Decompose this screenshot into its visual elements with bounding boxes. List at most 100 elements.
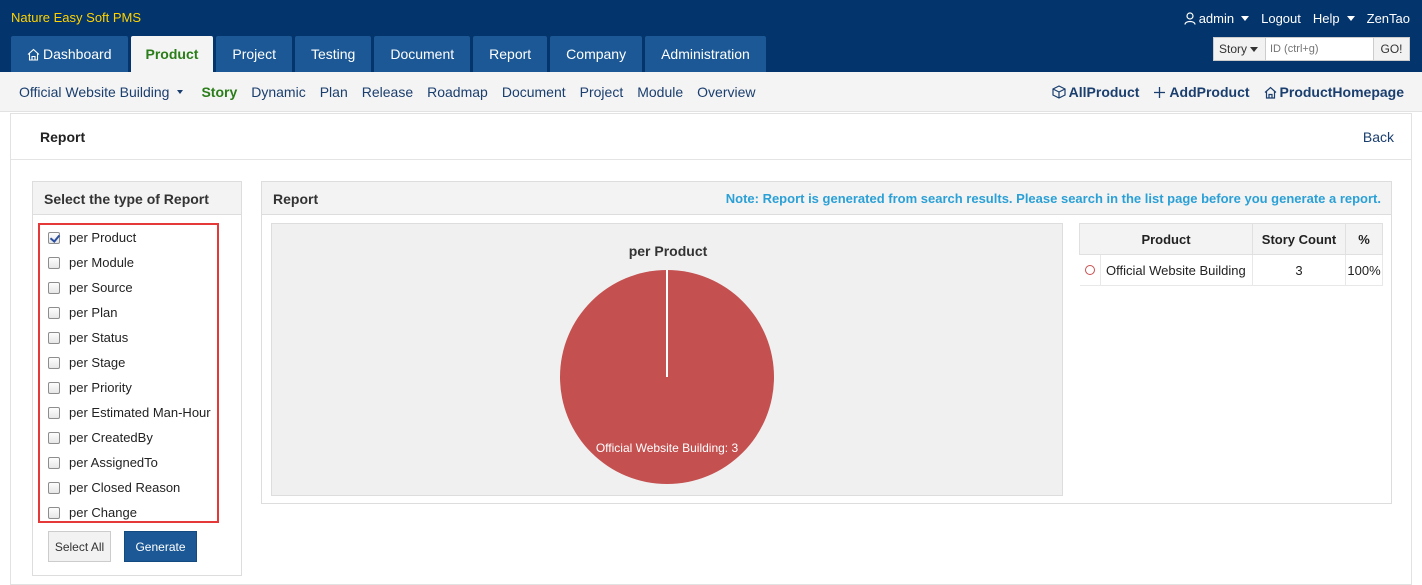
page-title: Report xyxy=(40,129,86,145)
top-header: Nature Easy Soft PMS admin Logout Help Z… xyxy=(0,0,1422,72)
subnav-module[interactable]: Module xyxy=(637,84,684,100)
tab-report[interactable]: Report xyxy=(473,36,548,72)
search-input[interactable] xyxy=(1266,37,1374,61)
search-go-button[interactable]: GO! xyxy=(1374,37,1410,61)
brand-link[interactable]: ZenTao xyxy=(1366,11,1410,26)
checkbox[interactable] xyxy=(48,356,60,369)
product-switcher-label: Official Website Building xyxy=(19,84,170,100)
app-title: Nature Easy Soft PMS xyxy=(11,10,142,25)
product-cell: Official Website Building xyxy=(1100,254,1253,286)
subnav-release[interactable]: Release xyxy=(361,84,414,100)
add-product-label: AddProduct xyxy=(1169,84,1250,100)
product-switcher[interactable]: Official Website Building xyxy=(19,84,184,100)
report-type-option[interactable]: per Change xyxy=(40,500,217,525)
checkbox[interactable] xyxy=(48,431,60,444)
report-type-heading: Select the type of Report xyxy=(33,182,241,215)
report-type-option[interactable]: per Source xyxy=(40,275,217,300)
subnav-links: Official Website Building Story Dynamic … xyxy=(19,84,770,100)
report-type-option[interactable]: per Stage xyxy=(40,350,217,375)
report-type-option[interactable]: per Product xyxy=(40,225,217,250)
report-type-option[interactable]: per Plan xyxy=(40,300,217,325)
generate-button[interactable]: Generate xyxy=(124,531,197,562)
subnav-document[interactable]: Document xyxy=(501,84,566,100)
option-label: per Stage xyxy=(69,355,126,370)
logout-link[interactable]: Logout xyxy=(1261,11,1301,26)
user-menu[interactable]: admin xyxy=(1184,11,1250,26)
report-type-option[interactable]: per Priority xyxy=(40,375,217,400)
report-type-option[interactable]: per CreatedBy xyxy=(40,425,217,450)
report-data-table: Product Story Count % Official Website B… xyxy=(1079,223,1383,286)
option-label: per CreatedBy xyxy=(69,430,153,445)
checkbox[interactable] xyxy=(48,256,60,269)
chevron-down-icon xyxy=(1250,46,1259,52)
report-type-option[interactable]: per Estimated Man-Hour xyxy=(40,400,217,425)
pie-chart-canvas: Official Website Building: 3 xyxy=(560,270,774,484)
subnav-dynamic[interactable]: Dynamic xyxy=(251,84,306,100)
tab-company[interactable]: Company xyxy=(550,36,643,72)
report-type-option[interactable]: per Status xyxy=(40,325,217,350)
checkbox[interactable] xyxy=(48,331,60,344)
tab-product[interactable]: Product xyxy=(130,36,214,72)
home-icon xyxy=(27,48,40,61)
option-label: per Priority xyxy=(69,380,132,395)
product-homepage-link[interactable]: ProductHomepage xyxy=(1264,84,1404,100)
checkbox[interactable] xyxy=(48,506,60,519)
table-header-row: Product Story Count % xyxy=(1079,223,1383,255)
subnav-plan[interactable]: Plan xyxy=(319,84,348,100)
tab-document[interactable]: Document xyxy=(374,36,471,72)
back-link[interactable]: Back xyxy=(1362,129,1394,145)
subnav-overview[interactable]: Overview xyxy=(697,84,756,100)
help-label: Help xyxy=(1312,11,1340,26)
table-row: Official Website Building 3 100% xyxy=(1079,254,1383,286)
tab-dashboard[interactable]: Dashboard xyxy=(11,36,128,72)
user-menu-bar: admin Logout Help ZenTao xyxy=(1184,11,1410,26)
pie-slice-label: Official Website Building: 3 xyxy=(596,441,739,455)
chevron-down-icon xyxy=(1346,16,1355,21)
help-menu[interactable]: Help xyxy=(1313,11,1355,26)
option-label: per Plan xyxy=(69,305,118,320)
report-type-option[interactable]: per Module xyxy=(40,250,217,275)
report-output-header: Report Note: Report is generated from se… xyxy=(262,182,1391,215)
report-type-panel: Select the type of Report per Product pe… xyxy=(32,181,242,576)
add-product-link[interactable]: AddProduct xyxy=(1153,84,1250,100)
product-homepage-label: ProductHomepage xyxy=(1279,84,1404,100)
tab-project[interactable]: Project xyxy=(216,36,292,72)
subnav-story[interactable]: Story xyxy=(201,84,238,100)
option-label: per Closed Reason xyxy=(69,480,181,495)
subnav-project[interactable]: Project xyxy=(579,84,624,100)
legend-cell xyxy=(1079,254,1101,286)
report-note: Note: Report is generated from search re… xyxy=(725,191,1381,206)
quick-search: Story GO! xyxy=(1213,37,1410,61)
checkbox[interactable] xyxy=(48,456,60,469)
option-label: per Status xyxy=(69,330,129,345)
checkbox[interactable] xyxy=(48,406,60,419)
tab-label: Dashboard xyxy=(43,46,112,62)
option-label: per Estimated Man-Hour xyxy=(69,405,211,420)
chart-title: per Product xyxy=(628,243,708,259)
all-product-link[interactable]: AllProduct xyxy=(1052,84,1139,100)
tab-testing[interactable]: Testing xyxy=(294,36,372,72)
option-label: per Product xyxy=(69,230,137,245)
select-all-button[interactable]: Select All xyxy=(48,531,111,562)
checkbox[interactable] xyxy=(48,306,60,319)
subnav-roadmap[interactable]: Roadmap xyxy=(427,84,488,100)
product-actions: AllProduct AddProduct ProductHomepage xyxy=(1052,84,1404,100)
column-header-percent: % xyxy=(1345,223,1383,255)
search-type-select[interactable]: Story xyxy=(1213,37,1266,61)
report-type-option[interactable]: per AssignedTo xyxy=(40,450,217,475)
checkbox[interactable] xyxy=(48,381,60,394)
plus-icon xyxy=(1154,86,1166,98)
tab-administration[interactable]: Administration xyxy=(645,36,766,72)
legend-dot-icon xyxy=(1084,264,1095,275)
story-count-cell: 3 xyxy=(1252,254,1346,286)
checkbox[interactable] xyxy=(48,231,60,244)
option-label: per Change xyxy=(69,505,137,520)
checkbox[interactable] xyxy=(48,481,60,494)
report-type-option[interactable]: per Closed Reason xyxy=(40,475,217,500)
report-heading: Report xyxy=(273,191,319,207)
chevron-down-icon xyxy=(177,90,184,94)
option-label: per Source xyxy=(69,280,133,295)
report-type-list: per Product per Module per Source per Pl… xyxy=(38,223,219,523)
checkbox[interactable] xyxy=(48,281,60,294)
product-subnav: Official Website Building Story Dynamic … xyxy=(0,72,1422,112)
